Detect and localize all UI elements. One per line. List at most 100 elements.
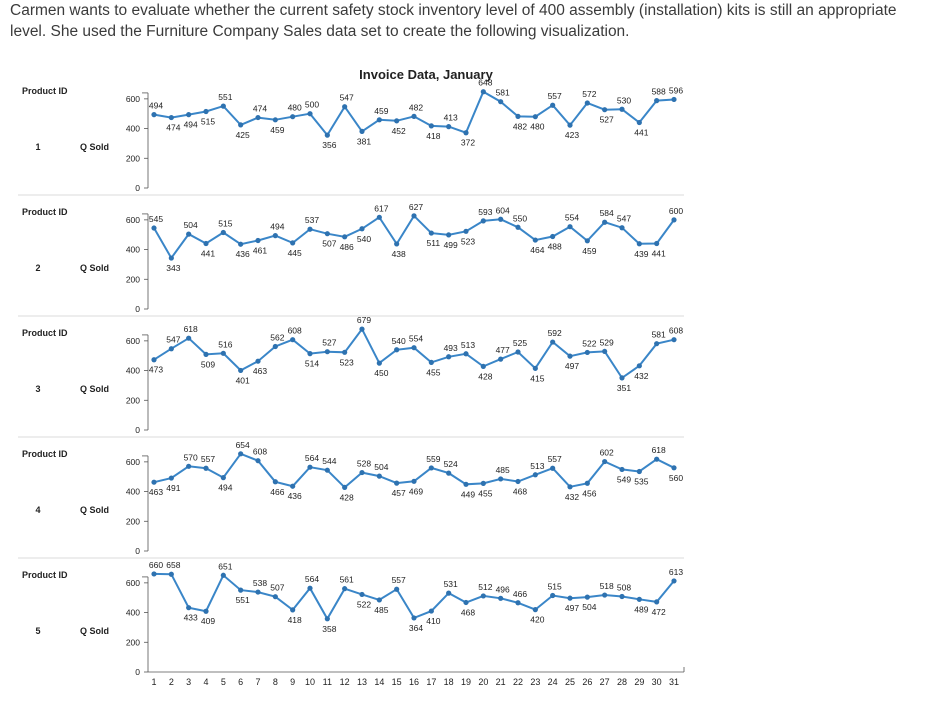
data-label: 584 bbox=[600, 208, 614, 218]
data-point bbox=[498, 99, 504, 105]
data-label: 509 bbox=[201, 359, 215, 369]
data-label: 469 bbox=[409, 486, 423, 496]
y-tick-label: 0 bbox=[135, 425, 140, 435]
data-point bbox=[532, 365, 538, 371]
data-point bbox=[428, 465, 434, 471]
data-label: 445 bbox=[288, 248, 302, 258]
data-point bbox=[324, 132, 330, 138]
data-point bbox=[203, 465, 209, 471]
y-tick-label: 200 bbox=[126, 395, 140, 405]
x-tick-label: 6 bbox=[238, 677, 243, 687]
data-label: 497 bbox=[565, 361, 579, 371]
data-point bbox=[359, 469, 365, 476]
data-point bbox=[290, 114, 296, 120]
data-point bbox=[463, 599, 469, 606]
data-label: 485 bbox=[496, 465, 510, 475]
data-point bbox=[498, 476, 504, 482]
data-label: 504 bbox=[582, 602, 596, 612]
data-label: 600 bbox=[669, 206, 683, 216]
data-label: 581 bbox=[652, 330, 666, 340]
data-label: 564 bbox=[305, 453, 319, 463]
data-point bbox=[220, 350, 226, 356]
data-label: 528 bbox=[357, 459, 371, 469]
data-point bbox=[584, 594, 590, 600]
x-tick-label: 1 bbox=[151, 677, 156, 687]
data-label: 511 bbox=[427, 238, 441, 248]
y-tick-label: 400 bbox=[126, 608, 140, 618]
data-point bbox=[272, 233, 278, 239]
data-point bbox=[671, 217, 677, 223]
data-label: 500 bbox=[305, 100, 319, 110]
data-label: 557 bbox=[548, 91, 562, 101]
data-point bbox=[515, 478, 521, 485]
data-label: 562 bbox=[270, 333, 284, 343]
x-tick-label: 11 bbox=[323, 677, 332, 687]
data-point bbox=[151, 479, 157, 485]
data-label: 554 bbox=[409, 334, 423, 344]
x-tick-label: 31 bbox=[669, 677, 679, 687]
x-tick-label: 28 bbox=[617, 677, 627, 687]
x-tick-label: 7 bbox=[255, 677, 260, 687]
x-tick-label: 26 bbox=[582, 677, 592, 687]
product-row-5: Product ID 5 Q Sold 0 200 400 600 660 658 433 409 6… bbox=[18, 557, 684, 677]
data-label: 596 bbox=[669, 85, 683, 95]
data-point bbox=[220, 475, 226, 481]
data-point bbox=[636, 468, 642, 475]
data-point bbox=[654, 341, 660, 347]
data-label: 489 bbox=[634, 604, 648, 614]
data-label: 456 bbox=[582, 488, 596, 498]
data-point bbox=[480, 89, 486, 95]
data-label: 480 bbox=[288, 103, 302, 113]
data-point bbox=[636, 119, 642, 126]
data-point bbox=[515, 224, 521, 230]
x-tick-label: 9 bbox=[290, 677, 295, 687]
x-tick-label: 3 bbox=[186, 677, 191, 687]
data-point bbox=[463, 130, 469, 136]
data-label: 418 bbox=[288, 615, 302, 625]
data-point bbox=[532, 114, 538, 120]
data-label: 513 bbox=[530, 461, 544, 471]
data-label: 551 bbox=[218, 92, 232, 102]
data-point bbox=[255, 358, 261, 364]
x-tick-label: 23 bbox=[530, 677, 540, 687]
data-label: 551 bbox=[236, 595, 250, 605]
data-point bbox=[498, 216, 504, 222]
data-label: 466 bbox=[270, 487, 284, 497]
data-point bbox=[619, 593, 625, 600]
data-point bbox=[290, 483, 296, 489]
data-point bbox=[168, 114, 174, 121]
data-point bbox=[446, 590, 452, 596]
data-label: 608 bbox=[288, 326, 302, 336]
data-label: 515 bbox=[548, 581, 562, 591]
data-point bbox=[446, 354, 452, 360]
product-row-2: Product ID 2 Q Sold 0 200 400 600 545 343 504 441 5… bbox=[18, 194, 684, 314]
data-label: 415 bbox=[530, 373, 544, 383]
x-tick-label: 19 bbox=[461, 677, 471, 687]
data-label: 608 bbox=[669, 326, 683, 336]
data-point bbox=[480, 218, 486, 224]
data-label: 557 bbox=[201, 454, 215, 464]
data-label: 559 bbox=[426, 454, 440, 464]
ylabel-q-sold: Q Sold bbox=[80, 626, 109, 636]
data-point bbox=[359, 128, 365, 134]
data-point bbox=[238, 241, 244, 247]
data-point bbox=[324, 349, 330, 355]
row-header: Product ID bbox=[22, 328, 68, 338]
data-label: 459 bbox=[270, 125, 284, 135]
x-tick-label: 29 bbox=[634, 677, 644, 687]
x-tick-label: 10 bbox=[305, 677, 315, 687]
data-point bbox=[342, 234, 348, 240]
sales-line-chart: Invoice Data, January Product ID 1 Q Sold 0… bbox=[18, 67, 685, 687]
y-tick-label: 400 bbox=[126, 487, 140, 497]
data-label: 515 bbox=[201, 116, 215, 126]
data-point bbox=[584, 100, 590, 106]
data-point bbox=[446, 470, 452, 476]
data-label: 618 bbox=[652, 445, 666, 455]
data-label: 602 bbox=[600, 448, 614, 458]
data-point bbox=[376, 117, 382, 123]
data-label: 608 bbox=[253, 447, 267, 457]
data-point bbox=[654, 98, 660, 104]
data-label: 463 bbox=[149, 487, 163, 497]
data-label: 356 bbox=[322, 140, 336, 150]
